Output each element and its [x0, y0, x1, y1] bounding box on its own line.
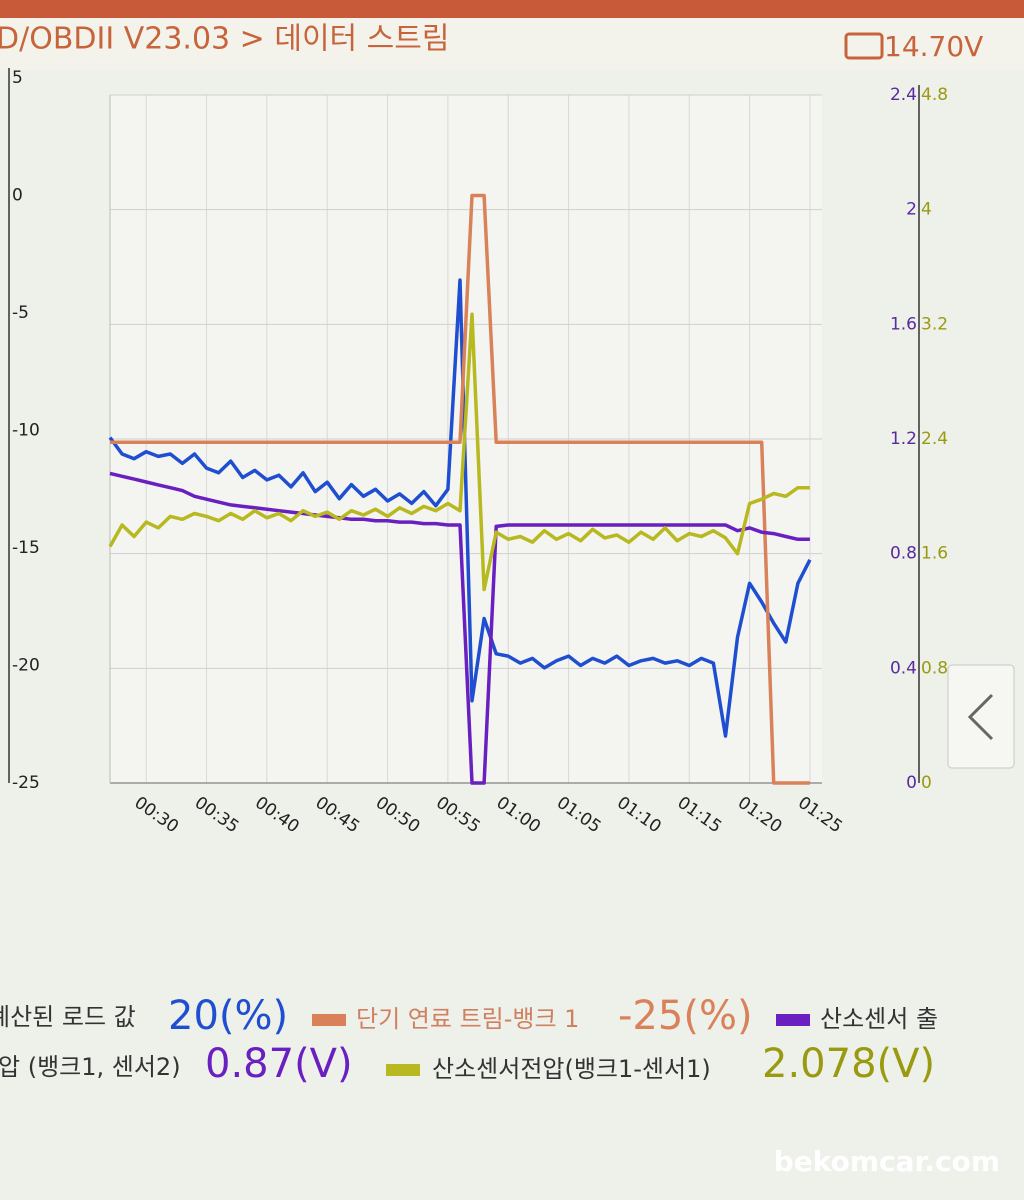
legend-readout: 2.078(V)	[762, 1041, 935, 1087]
x-tick-label: 00:35	[191, 793, 243, 837]
x-tick-label: 01:25	[794, 793, 846, 837]
legend-label: 압 (뱅크1, 센서2)	[0, 1053, 181, 1081]
header-title: D/OBDII V23.03 > 데이터 스트림	[0, 22, 450, 57]
battery-icon	[844, 32, 884, 60]
legend-readout: 0.87(V)	[205, 1041, 353, 1087]
x-tick-label: 01:05	[553, 793, 605, 837]
x-tick-label: 00:50	[372, 793, 424, 837]
legend-readout: 20(%)	[168, 993, 288, 1039]
top-bar	[0, 0, 1024, 18]
legend-swatch	[312, 1014, 346, 1026]
legend-swatch	[386, 1064, 420, 1076]
x-tick-label: 01:15	[674, 793, 726, 837]
series-line	[108, 278, 812, 738]
x-tick-label: 00:40	[251, 793, 303, 837]
y-tick-label: -15	[12, 538, 40, 558]
series-line	[108, 312, 810, 592]
y3-tick-label: 0	[921, 773, 932, 793]
legend-readout: -25(%)	[618, 993, 753, 1039]
y2-tick-label: 0.4	[890, 658, 917, 678]
chevron-icon	[967, 693, 994, 741]
y-tick-label: -25	[12, 773, 40, 793]
y3-tick-label: 2.4	[921, 429, 948, 449]
y2-tick-label: 2.4	[890, 85, 917, 105]
y3-tick-label: 4	[921, 200, 932, 220]
x-tick-label: 01:10	[613, 793, 665, 837]
y3-tick-label: 0.8	[921, 658, 948, 678]
series-line	[110, 193, 810, 785]
y3-tick-label: 3.2	[921, 314, 948, 334]
legend-label: 계산된 로드 값	[0, 1003, 136, 1031]
y2-tick-label: 2	[906, 200, 917, 220]
y2-tick-label: 1.2	[890, 429, 917, 449]
legend-label: 산소센서전압(뱅크1-센서1)	[432, 1055, 711, 1083]
y-tick-label: 5	[12, 68, 23, 88]
y3-tick-label: 4.8	[921, 85, 948, 105]
y2-tick-label: 0.8	[890, 544, 917, 564]
legend: 계산된 로드 값 20(%) 단기 연료 트림-뱅크 1 -25(%) 산소센서 출압 …	[0, 993, 938, 1087]
header	[0, 18, 1024, 70]
watermark: bekomcar.com	[774, 1145, 1000, 1178]
y-tick-label: -20	[12, 656, 40, 676]
legend-swatch	[776, 1014, 810, 1026]
legend-label: 단기 연료 트림-뱅크 1	[356, 1005, 579, 1033]
series-line	[109, 471, 810, 785]
side-tab-button[interactable]	[947, 664, 1015, 769]
x-tick-label: 01:00	[493, 793, 545, 837]
y-tick-label: -10	[12, 421, 40, 441]
y-tick-label: -5	[12, 303, 29, 323]
y2-tick-label: 1.6	[890, 314, 917, 334]
y3-tick-label: 1.6	[921, 544, 948, 564]
x-tick-label: 00:55	[432, 793, 484, 837]
legend-label: 산소센서 출	[820, 1005, 938, 1033]
y-tick-label: 0	[12, 186, 23, 206]
x-tick-label: 01:20	[734, 793, 786, 837]
x-tick-label: 00:30	[130, 793, 182, 837]
y2-tick-label: 0	[906, 773, 917, 793]
x-tick-label: 00:45	[311, 793, 363, 837]
battery-voltage: 14.70V	[884, 30, 983, 63]
